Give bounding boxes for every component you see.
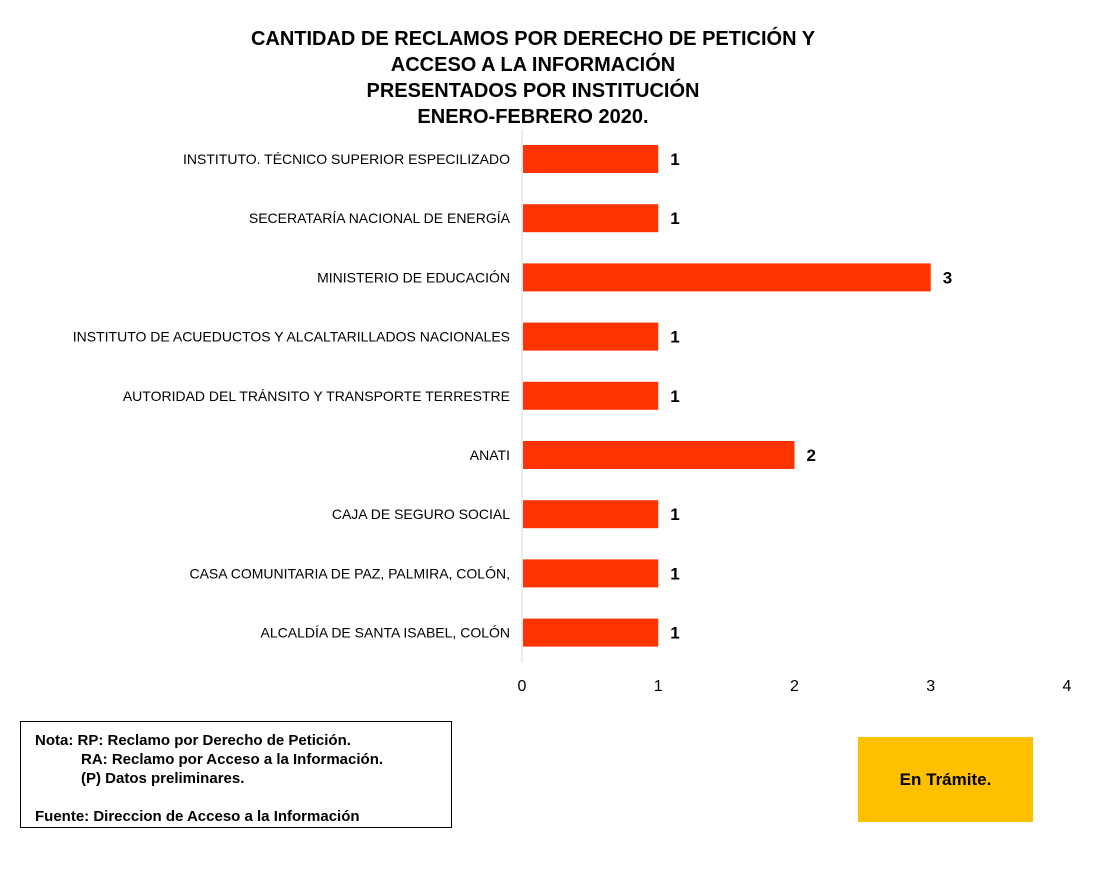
x-tick-label: 1 xyxy=(654,678,663,695)
data-label: 1 xyxy=(670,209,679,228)
bar xyxy=(523,618,659,647)
x-tick-label: 3 xyxy=(926,678,935,695)
chart-title-line: ENERO-FEBRERO 2020. xyxy=(417,106,649,128)
chart-title: CANTIDAD DE RECLAMOS POR DERECHO DE PETI… xyxy=(0,26,1066,130)
category-label: SECERATARÍA NACIONAL DE ENERGÍA xyxy=(249,210,511,226)
data-label: 1 xyxy=(670,505,679,524)
chart-title-line: CANTIDAD DE RECLAMOS POR DERECHO DE PETI… xyxy=(250,28,816,50)
category-label: MINISTERIO DE EDUCACIÓN xyxy=(317,269,510,285)
chart-title-line: PRESENTADOS POR INSTITUCIÓN xyxy=(366,80,700,102)
chart-title-line: ACCESO A LA INFORMACIÓN xyxy=(390,54,676,76)
bar xyxy=(523,145,659,173)
category-label: ALCALDÍA DE SANTA ISABEL, COLÓN xyxy=(261,625,511,641)
note-line: Nota: RP: Reclamo por Derecho de Petició… xyxy=(35,732,351,749)
note-box: Nota: RP: Reclamo por Derecho de Petició… xyxy=(20,721,452,828)
x-tick-label: 2 xyxy=(790,678,799,695)
category-label: CASA COMUNITARIA DE PAZ, PALMIRA, COLÓN, xyxy=(189,565,510,581)
category-label: CAJA DE SEGURO SOCIAL xyxy=(332,506,510,522)
bar-chart: INSTITUTO. TÉCNICO SUPERIOR ESPECILIZADO… xyxy=(73,129,1072,695)
category-label: INSTITUTO. TÉCNICO SUPERIOR ESPECILIZADO xyxy=(183,151,510,167)
data-label: 1 xyxy=(670,328,679,347)
data-label: 3 xyxy=(943,268,952,287)
note-line: (P) Datos preliminares. xyxy=(81,770,245,787)
data-label: 1 xyxy=(670,624,679,643)
data-label: 1 xyxy=(670,564,679,583)
x-tick-label: 4 xyxy=(1063,678,1072,695)
category-label: AUTORIDAD DEL TRÁNSITO Y TRANSPORTE TERR… xyxy=(123,388,510,404)
note-spacer xyxy=(35,788,451,807)
status-label: En Trámite. xyxy=(899,769,992,789)
bar xyxy=(523,204,659,233)
status-badge: En Trámite. xyxy=(858,737,1033,822)
bar xyxy=(523,559,659,588)
category-label: INSTITUTO DE ACUEDUCTOS Y ALCALTARILLADO… xyxy=(73,329,510,345)
category-label: ANATI xyxy=(470,447,510,463)
x-tick-label: 0 xyxy=(518,678,527,695)
note-line: RA: Reclamo por Acceso a la Información. xyxy=(81,751,384,768)
bar xyxy=(523,441,795,469)
data-label: 1 xyxy=(670,387,679,406)
data-label: 1 xyxy=(670,150,679,169)
data-label: 2 xyxy=(807,446,816,465)
bar xyxy=(523,381,659,410)
bar xyxy=(523,500,659,529)
bar xyxy=(523,322,659,351)
source-line: Fuente: Direccion de Acceso a la Informa… xyxy=(35,808,360,825)
bar xyxy=(523,263,931,292)
